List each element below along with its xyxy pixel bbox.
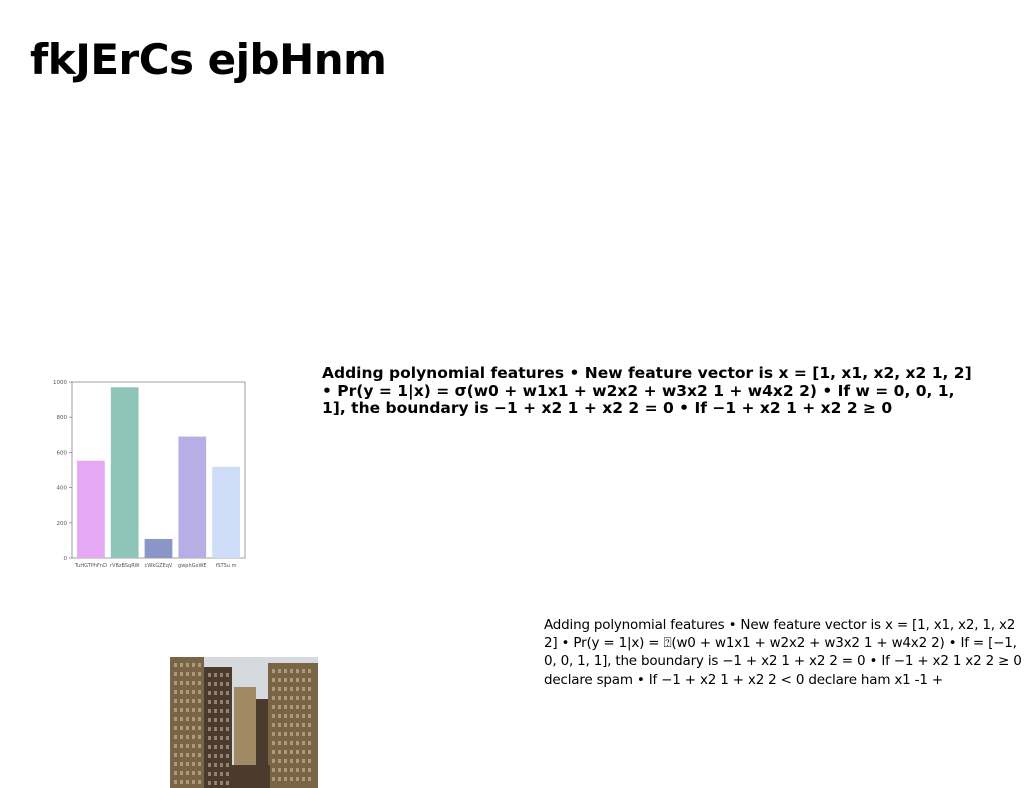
bar-3 (144, 538, 173, 558)
x-tick-label: rVBzBSqRW (110, 563, 139, 569)
chart-y-ticks: 0 200 400 600 800 1000 (53, 380, 72, 562)
bar-chart: 0 200 400 600 800 1000 TuHGTPhFnD rVBzBSqRW cWk… (53, 380, 246, 569)
chart-x-ticks: TuHGTPhFnD rVBzBSqRW cWkGZEqV gwphGxWE fSTSu… (74, 563, 237, 569)
slide-title: fkJErCs ejbHnm (30, 35, 387, 84)
y-tick-label: 600 (57, 450, 68, 456)
x-tick-label: gwphGxWE (178, 563, 207, 569)
y-tick-label: 200 (57, 521, 68, 527)
x-tick-label: TuHGTPhFnD (74, 563, 107, 569)
y-tick-label: 400 (57, 486, 68, 492)
y-tick-label: 1000 (53, 380, 67, 386)
bar-5 (212, 466, 240, 558)
y-tick-label: 800 (57, 415, 68, 421)
x-tick-label: fSTSu m (216, 563, 237, 569)
city-street-illustration (170, 657, 318, 788)
x-tick-label: cWkGZEqV (145, 563, 173, 569)
y-tick-label: 0 (64, 556, 68, 562)
bar-4 (178, 436, 207, 558)
bar-2 (110, 387, 139, 558)
bold-paragraph: Adding polynomial features • New feature… (322, 364, 972, 417)
plain-paragraph: Adding polynomial features • New feature… (544, 617, 1022, 688)
chart-bars (77, 387, 240, 558)
city-street-photo (170, 657, 318, 788)
bar-1 (77, 460, 105, 558)
